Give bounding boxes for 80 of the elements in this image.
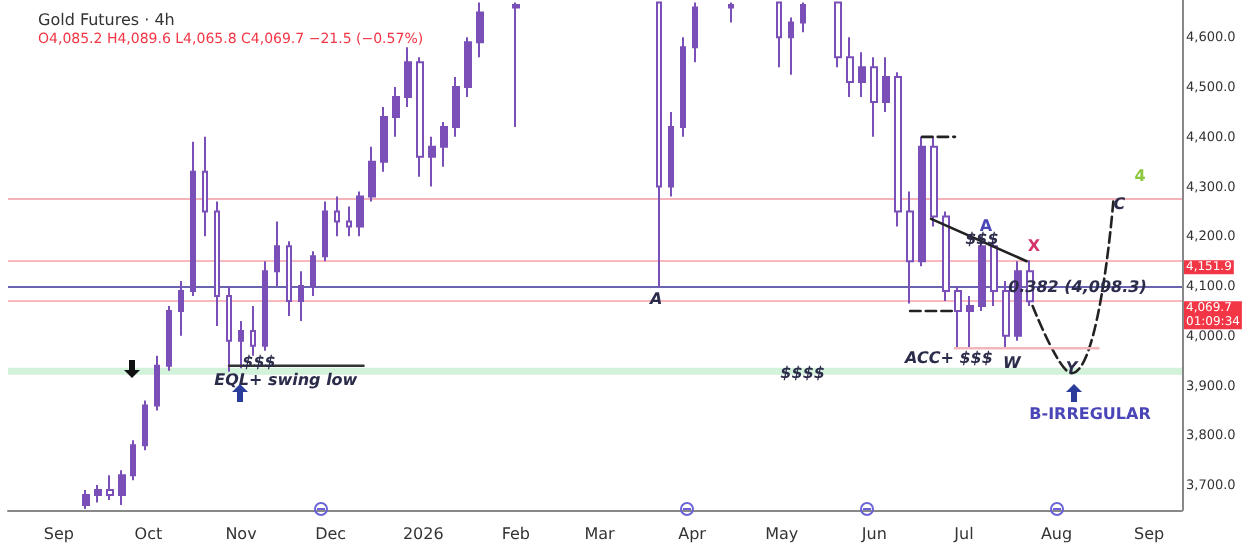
candlestick [870,56,878,138]
candlestick [692,1,698,64]
candlestick [788,16,794,76]
candlestick [846,36,854,99]
candlestick [1002,280,1010,350]
candlestick [226,285,232,373]
candlestick [214,200,220,327]
candlestick [404,46,412,108]
candlestick [298,270,304,322]
x-tick-label: Aug [1040,525,1073,543]
candlestick [918,135,926,268]
candlestick [274,220,280,288]
annotation: C [1113,195,1126,213]
candlestick [334,195,340,238]
x-tick-label: Jun [859,525,887,543]
x-tick-label: 2026 [402,525,444,543]
candlestick [190,140,196,298]
candlestick [906,190,914,305]
candlestick [834,1,842,69]
x-tick-label: Nov [225,525,258,543]
x-tick-label: Dec [315,525,347,543]
candlestick [166,305,172,372]
candlestick [106,474,114,502]
candlestick [380,105,388,173]
candlestick [680,36,686,138]
candlestick [942,210,950,303]
candlestick [392,86,400,138]
text: Gold Futures · 4h [38,11,175,29]
candlestick [238,319,244,370]
x-tick-label: Apr [678,525,708,543]
x-tick-label: Feb [501,525,531,543]
candlestick [368,145,376,203]
x-tick-label: May [765,525,799,543]
candlestick [356,190,364,238]
candlestick [322,200,328,263]
annotation: $$$$ [780,364,826,383]
candlestick [464,36,472,99]
candlestick [82,489,90,510]
candlestick [178,280,184,337]
candlestick [476,1,484,59]
annotation: EQL+ swing low [214,370,359,389]
candlestick [262,260,268,352]
candlestick [428,135,436,188]
candlestick [286,240,292,317]
annotation: 4 [1134,167,1147,185]
annotation: A [648,289,663,308]
x-tick-label: Oct [134,525,163,543]
annotation: A [979,217,994,235]
candlestick [776,1,782,69]
candlestick [954,285,962,350]
candlestick [930,135,938,228]
x-tick-label: Mar [584,525,616,543]
candlestick [310,250,316,298]
candlestick [800,1,806,34]
annotation: B-IRREGULAR [1029,405,1151,423]
candlestick [728,1,734,24]
candlestick [130,439,136,482]
candlestick [250,305,256,357]
candlestick [656,1,662,289]
candlestick [894,71,902,228]
candlestick [94,484,102,504]
annotation: W [1002,354,1023,373]
candlestick [440,120,448,168]
candlestick [858,51,866,99]
x-tick-label: Sep [1134,525,1165,543]
candlestick [882,56,890,113]
x-tick-label: Jul [952,525,974,543]
candlestick [142,399,148,452]
candlestick [346,205,352,238]
candlestick [202,135,208,238]
candlestick [452,76,460,138]
candlestick [416,56,424,178]
annotation: ACC+ $$$ [903,349,994,368]
candlestick [668,110,674,198]
candlestick [966,295,974,350]
x-tick-label: Sep [43,525,74,543]
annotation: X [1027,237,1042,255]
candlestick [118,469,126,507]
candlestick [512,1,520,128]
candlestick [154,354,160,412]
